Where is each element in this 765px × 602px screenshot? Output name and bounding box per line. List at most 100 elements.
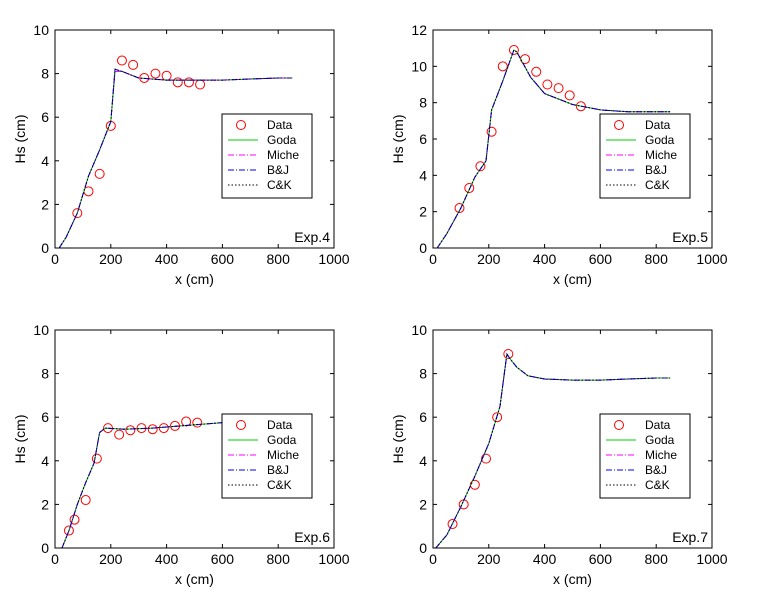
legend-label: Goda bbox=[645, 133, 675, 147]
data-point-marker bbox=[475, 161, 486, 172]
data-point-marker bbox=[80, 495, 91, 506]
x-tick-label: 800 bbox=[267, 551, 291, 567]
data-point-marker bbox=[116, 55, 127, 66]
x-tick-label: 600 bbox=[211, 251, 235, 267]
legend-label: Data bbox=[267, 418, 293, 432]
legend-label: Goda bbox=[267, 133, 297, 147]
x-tick-label: 800 bbox=[645, 551, 669, 567]
x-tick-label: 200 bbox=[99, 251, 123, 267]
legend-marker bbox=[236, 420, 246, 430]
legend-label: Goda bbox=[267, 433, 297, 447]
legend-label: Goda bbox=[645, 433, 675, 447]
x-axis-label: x (cm) bbox=[553, 271, 592, 287]
data-point-marker bbox=[486, 126, 497, 137]
legend-label: Data bbox=[267, 118, 293, 132]
chart-panel-1: 0 200 400 600 800 1000 0 2 4 6 8 10 x (cm) Hs (cm) Dat… bbox=[12, 22, 350, 287]
y-tick-label: 6 bbox=[41, 109, 49, 125]
data-point-marker bbox=[72, 208, 83, 219]
data-point-marker bbox=[531, 66, 542, 77]
data-point-marker bbox=[150, 68, 161, 79]
experiment-label: Exp.4 bbox=[294, 229, 330, 245]
y-tick-label: 8 bbox=[419, 95, 427, 111]
y-tick-label: 10 bbox=[411, 322, 427, 338]
x-axis-label: x (cm) bbox=[175, 571, 214, 587]
data-point-marker bbox=[94, 168, 105, 179]
chart-panel-2: 0 200 400 600 800 1000 0 2 4 6 8 10 12 x (cm) Hs (cm) D… bbox=[390, 22, 728, 287]
legend-label: B&J bbox=[267, 463, 289, 477]
y-tick-label: 0 bbox=[419, 240, 427, 256]
x-tick-label: 200 bbox=[99, 551, 123, 567]
y-tick-label: 0 bbox=[41, 540, 49, 556]
legend-label: Data bbox=[645, 118, 671, 132]
y-tick-label: 10 bbox=[33, 22, 49, 38]
data-point-marker bbox=[128, 59, 139, 70]
x-tick-label: 400 bbox=[533, 551, 557, 567]
y-tick-label: 6 bbox=[419, 409, 427, 425]
x-tick-label: 1000 bbox=[318, 551, 349, 567]
series-line-ck bbox=[58, 68, 293, 249]
y-tick-label: 2 bbox=[419, 496, 427, 512]
x-tick-label: 1000 bbox=[318, 251, 349, 267]
y-tick-label: 6 bbox=[419, 131, 427, 147]
data-point-marker bbox=[481, 453, 492, 464]
x-tick-label: 600 bbox=[589, 551, 613, 567]
series-line-ck bbox=[436, 49, 671, 249]
legend-label: Miche bbox=[645, 448, 677, 462]
y-tick-label: 4 bbox=[41, 453, 49, 469]
x-tick-label: 0 bbox=[429, 551, 437, 567]
x-tick-label: 1000 bbox=[696, 251, 727, 267]
y-tick-label: 4 bbox=[41, 153, 49, 169]
y-axis-label: Hs (cm) bbox=[390, 115, 406, 164]
y-tick-label: 8 bbox=[41, 66, 49, 82]
data-point-marker bbox=[125, 425, 136, 436]
data-point-marker bbox=[553, 83, 564, 94]
legend-label: Miche bbox=[267, 148, 299, 162]
series-line-bj bbox=[58, 68, 293, 249]
y-tick-label: 0 bbox=[41, 240, 49, 256]
legend-label: B&J bbox=[645, 463, 667, 477]
data-point-marker bbox=[464, 183, 475, 194]
x-tick-label: 400 bbox=[155, 251, 179, 267]
legend-label: C&K bbox=[645, 478, 670, 492]
series-line-bj bbox=[435, 352, 671, 549]
chart-panel-4: 0 200 400 600 800 1000 0 2 4 6 8 10 x (cm) Hs (cm) Dat… bbox=[390, 322, 728, 587]
x-tick-label: 600 bbox=[211, 551, 235, 567]
chart-panel-3: 0 200 400 600 800 1000 0 2 4 6 8 10 x (cm) Hs (cm) Dat… bbox=[12, 322, 350, 587]
data-point-marker bbox=[192, 417, 203, 428]
plot-area bbox=[432, 329, 713, 549]
data-point-marker bbox=[575, 101, 586, 112]
data-point-marker bbox=[508, 44, 519, 55]
x-tick-label: 400 bbox=[155, 551, 179, 567]
y-axis-label: Hs (cm) bbox=[390, 415, 406, 464]
legend-label: C&K bbox=[267, 178, 292, 192]
legend-label: Miche bbox=[267, 448, 299, 462]
x-tick-label: 0 bbox=[429, 251, 437, 267]
legend-marker bbox=[614, 420, 624, 430]
x-tick-label: 200 bbox=[477, 551, 501, 567]
data-point-marker bbox=[158, 423, 169, 434]
data-point-marker bbox=[114, 429, 125, 440]
legend-label: C&K bbox=[267, 478, 292, 492]
data-point-marker bbox=[564, 90, 575, 101]
y-tick-label: 10 bbox=[411, 58, 427, 74]
y-tick-label: 4 bbox=[419, 453, 427, 469]
y-tick-label: 4 bbox=[419, 167, 427, 183]
data-point-marker bbox=[503, 348, 514, 359]
data-point-marker bbox=[181, 416, 192, 427]
x-tick-label: 0 bbox=[51, 251, 59, 267]
experiment-label: Exp.5 bbox=[672, 229, 708, 245]
y-tick-label: 10 bbox=[33, 322, 49, 338]
x-tick-label: 800 bbox=[645, 251, 669, 267]
legend-label: Data bbox=[645, 418, 671, 432]
legend-label: Miche bbox=[645, 148, 677, 162]
x-tick-label: 800 bbox=[267, 251, 291, 267]
y-tick-label: 0 bbox=[419, 540, 427, 556]
x-tick-label: 200 bbox=[477, 251, 501, 267]
series-line-ck bbox=[435, 352, 671, 549]
data-point-marker bbox=[492, 412, 503, 423]
data-point-marker bbox=[497, 61, 508, 72]
y-tick-label: 6 bbox=[41, 409, 49, 425]
y-axis-label: Hs (cm) bbox=[12, 415, 28, 464]
